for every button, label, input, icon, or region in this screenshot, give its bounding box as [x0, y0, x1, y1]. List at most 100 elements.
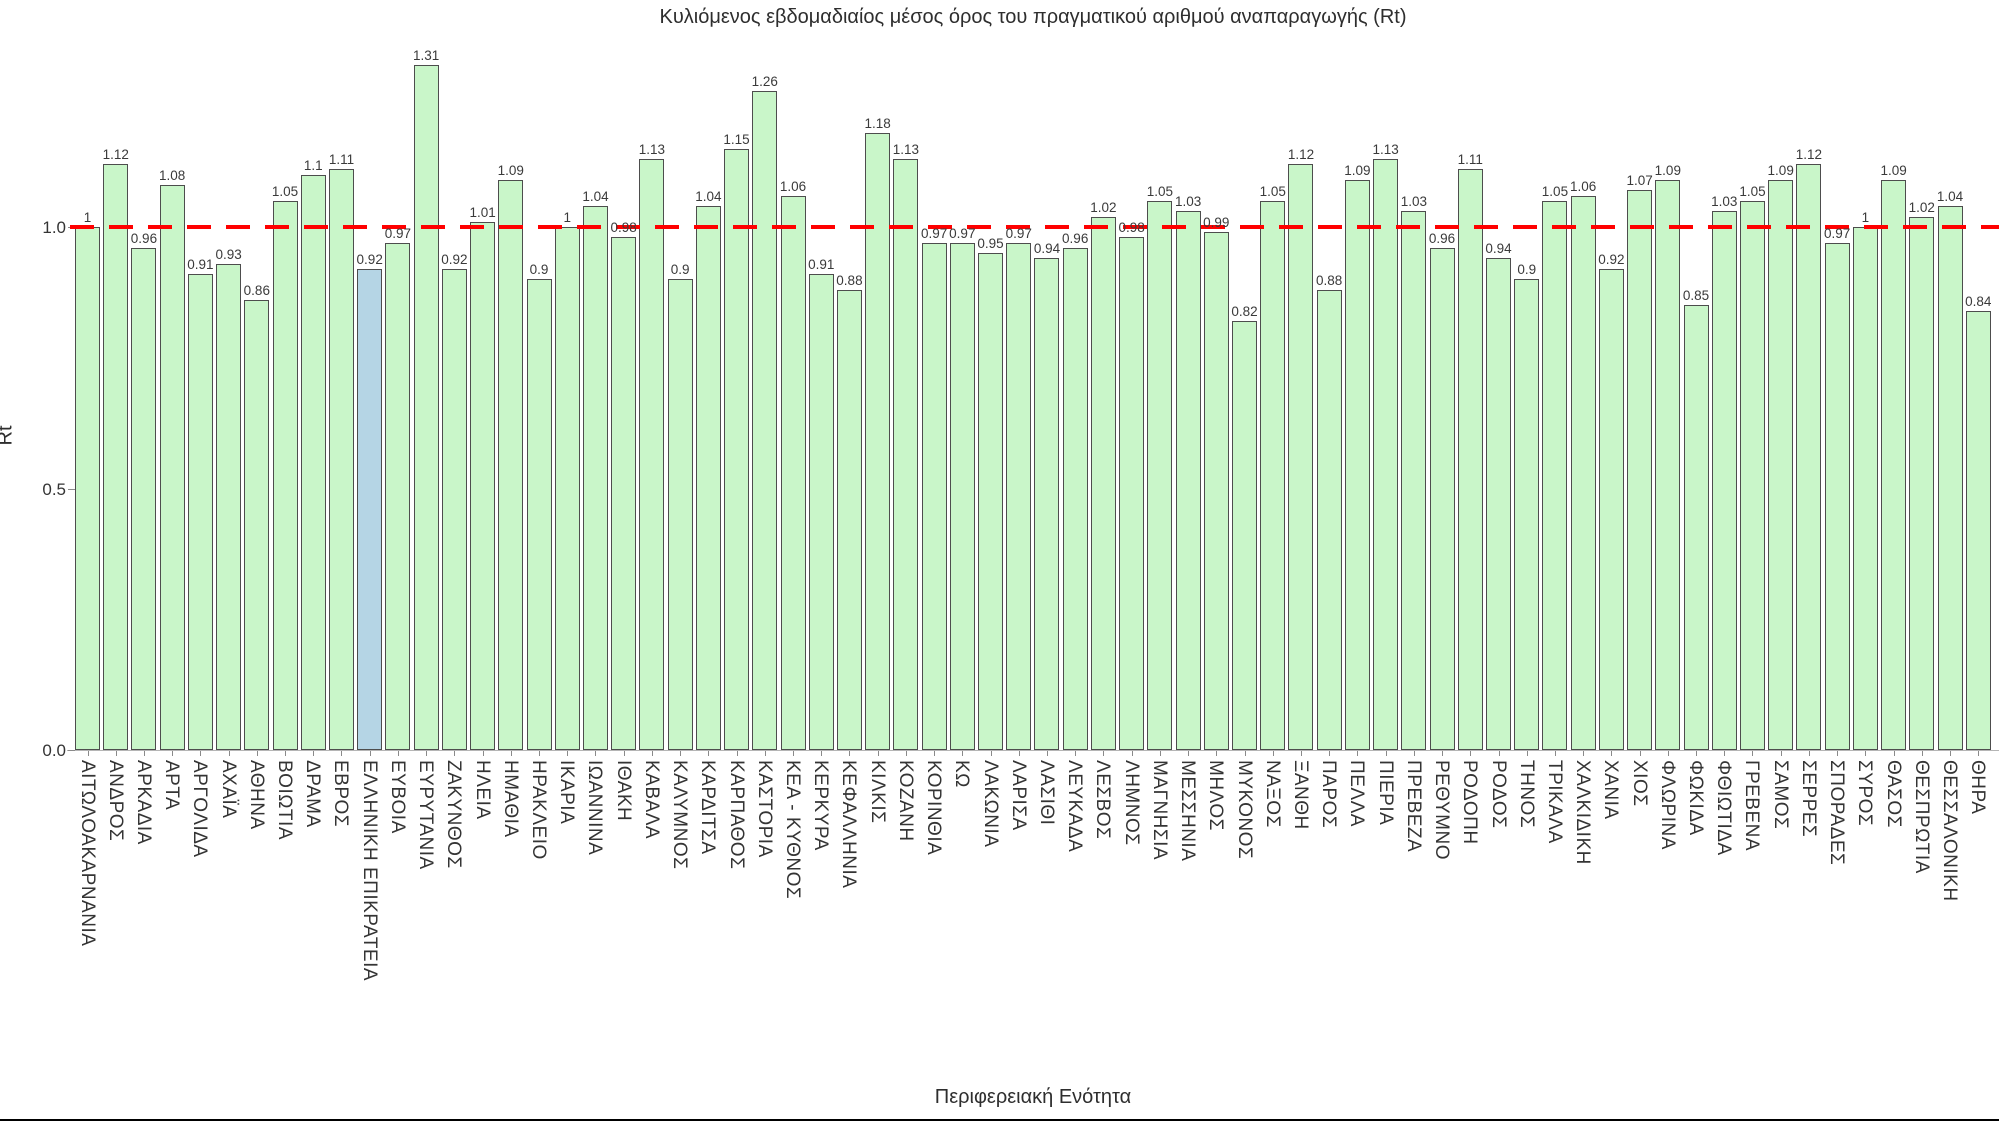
- bar-value-label: 1.02: [1090, 200, 1117, 215]
- x-tick-mark: [426, 751, 427, 756]
- x-tick-mark: [1386, 751, 1387, 756]
- bar-value-label: 0.9: [670, 262, 690, 277]
- bar-ΕΥΒΟΙΑ: [385, 243, 411, 750]
- x-tick-mark: [1978, 751, 1979, 756]
- bar-ΑΙΤΩΛΟΑΚΑΡΝΑΝΙΑ: [75, 227, 100, 750]
- bar-value-label: 1.15: [723, 132, 750, 147]
- bar-value-label: 0.98: [610, 220, 637, 235]
- bar-ΔΡΑΜΑ: [300, 175, 326, 750]
- x-tick-mark: [285, 751, 286, 756]
- x-tick-mark: [1470, 751, 1471, 756]
- bar-ΠΕΛΛΑ: [1344, 180, 1370, 750]
- bar-ΖΑΚΥΝΘΟΣ: [441, 269, 467, 750]
- x-tick-label: ΚΟΡΙΝΘΙΑ: [923, 760, 945, 856]
- x-tick-mark: [1442, 751, 1443, 756]
- x-tick-label: ΚΕΦΑΛΛΗΝΙΑ: [838, 760, 860, 889]
- x-tick-label: ΧΑΝΙΑ: [1600, 760, 1622, 820]
- bar-ΛΕΥΚΑΔΑ: [1062, 248, 1088, 750]
- x-axis-line: [67, 750, 1999, 751]
- x-tick-mark: [1583, 751, 1584, 756]
- x-tick-label: ΒΟΙΩΤΙΑ: [274, 760, 296, 840]
- x-tick-label: ΝΑΞΟΣ: [1261, 760, 1283, 828]
- bar-value-label: 0.9: [1517, 262, 1537, 277]
- bar-ΑΡΤΑ: [159, 185, 185, 750]
- x-tick-label: ΚΑΡΔΙΤΣΑ: [697, 760, 719, 855]
- x-tick-mark: [1922, 751, 1923, 756]
- bar-ΘΗΡΑ: [1965, 311, 1991, 750]
- bar-ΕΛΛΗΝΙΚΗ ΕΠΙΚΡΑΤΕΙΑ: [357, 269, 383, 750]
- x-tick-mark: [708, 751, 709, 756]
- x-tick-label: ΚΙΛΚΙΣ: [866, 760, 888, 824]
- bar-ΕΥΡΥΤΑΝΙΑ: [413, 65, 439, 750]
- x-tick-mark: [934, 751, 935, 756]
- bar-value-label: 0.97: [949, 226, 976, 241]
- x-tick-mark: [1555, 751, 1556, 756]
- bar-value-label: 1.13: [638, 142, 666, 157]
- x-tick-mark: [737, 751, 738, 756]
- bar-value-label: 1.09: [497, 163, 524, 178]
- bar-value-label: 1.09: [1880, 163, 1907, 178]
- x-tick-mark: [991, 751, 992, 756]
- bar-ΛΕΣΒΟΣ: [1090, 217, 1116, 750]
- x-tick-label: ΠΙΕΡΙΑ: [1374, 760, 1396, 826]
- x-tick-mark: [116, 751, 117, 756]
- rt-threshold-dashed-line: [70, 225, 1999, 229]
- bar-ΛΑΡΙΣΑ: [1006, 243, 1032, 750]
- bar-value-label: 1.07: [1626, 173, 1653, 188]
- x-tick-mark: [1216, 751, 1217, 756]
- bar-value-label: 1.11: [328, 152, 355, 167]
- bar-value-label: 0.86: [243, 283, 270, 298]
- bar-value-label: 0.91: [808, 257, 835, 272]
- x-tick-mark: [1047, 751, 1048, 756]
- bar-value-label: 0.96: [130, 231, 158, 246]
- bar-ΜΑΓΝΗΣΙΑ: [1147, 201, 1173, 750]
- bar-ΘΕΣΠΡΩΤΙΑ: [1909, 217, 1935, 750]
- bar-ΙΘΑΚΗ: [611, 237, 637, 750]
- bar-value-label: 1.31: [412, 48, 440, 63]
- x-tick-mark: [1809, 751, 1810, 756]
- x-tick-mark: [1668, 751, 1669, 756]
- x-tick-mark: [1752, 751, 1753, 756]
- x-tick-mark: [1894, 751, 1895, 756]
- bar-value-label: 1.11: [1457, 152, 1483, 167]
- bar-value-label: 1.05: [1541, 184, 1569, 199]
- x-tick-mark: [172, 751, 173, 756]
- bar-ΣΕΡΡΕΣ: [1796, 164, 1822, 750]
- x-tick-label: ΜΕΣΣΗΝΙΑ: [1177, 760, 1199, 862]
- y-tick-label: 1.0: [42, 218, 66, 237]
- x-tick-label: ΠΕΛΛΑ: [1346, 760, 1368, 827]
- x-tick-label: ΚΑΒΑΛΑ: [640, 760, 662, 840]
- bar-value-label: 1: [1861, 210, 1870, 225]
- y-tick-mark: [68, 750, 75, 751]
- x-tick-label: ΧΑΛΚΙΔΙΚΗ: [1572, 760, 1594, 865]
- bar-ΑΝΔΡΟΣ: [103, 164, 129, 750]
- x-tick-label: ΓΡΕΒΕΝΑ: [1741, 760, 1763, 852]
- x-tick-label: ΗΛΕΙΑ: [471, 760, 493, 820]
- x-tick-mark: [878, 751, 879, 756]
- bar-value-label: 0.82: [1231, 304, 1258, 319]
- x-tick-mark: [398, 751, 399, 756]
- bar-value-label: 1.05: [1146, 184, 1173, 199]
- x-tick-label: ΠΑΡΟΣ: [1318, 760, 1340, 829]
- x-tick-mark: [962, 751, 963, 756]
- x-tick-mark: [1245, 751, 1246, 756]
- bar-ΒΟΙΩΤΙΑ: [272, 201, 298, 750]
- bar-value-label: 1.04: [582, 189, 609, 204]
- bar-value-label: 1.12: [102, 147, 129, 162]
- x-tick-label: ΛΑΡΙΣΑ: [1007, 760, 1029, 831]
- bar-ΚΕΡΚΥΡΑ: [808, 274, 834, 750]
- x-tick-label: ΑΡΤΑ: [161, 760, 183, 811]
- bar-ΚΙΛΚΙΣ: [865, 133, 891, 750]
- bar-value-label: 0.96: [1428, 231, 1456, 246]
- bar-ΣΑΜΟΣ: [1768, 180, 1794, 750]
- bar-ΦΩΚΙΔΑ: [1683, 305, 1709, 750]
- bar-ΜΥΚΟΝΟΣ: [1232, 321, 1258, 750]
- x-tick-label: ΧΙΟΣ: [1628, 760, 1650, 807]
- bar-ΜΗΛΟΣ: [1203, 232, 1229, 750]
- bar-ΑΡΓΟΛΙΔΑ: [187, 274, 213, 750]
- x-tick-mark: [88, 751, 89, 756]
- x-tick-label: ΘΗΡΑ: [1967, 760, 1989, 815]
- x-tick-label: ΣΠΟΡΑΔΕΣ: [1826, 760, 1848, 866]
- x-tick-mark: [652, 751, 653, 756]
